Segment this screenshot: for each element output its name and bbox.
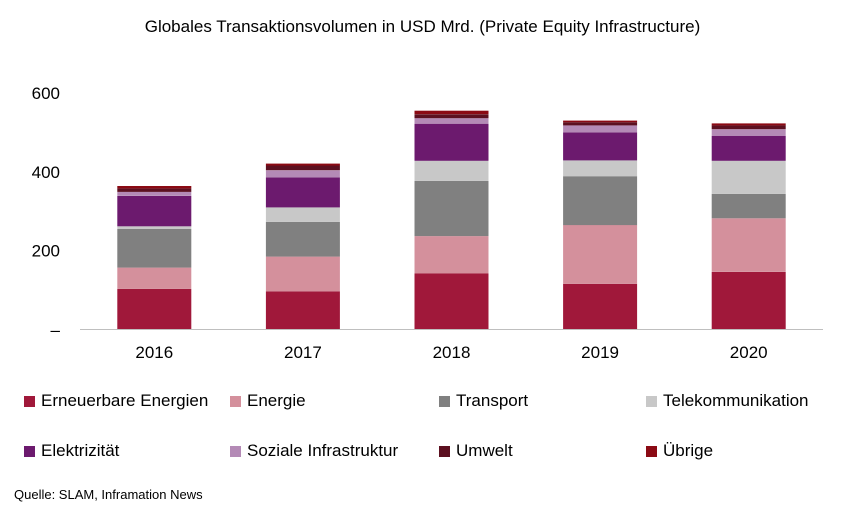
bar-segment-2020-1	[711, 218, 786, 272]
y-tick-label: –	[51, 321, 61, 340]
bar-segment-2016-0	[117, 288, 192, 330]
legend-swatch	[24, 395, 35, 407]
bar-segment-2018-6	[414, 114, 489, 119]
legend-swatch	[230, 395, 241, 407]
bar-segment-2016-2	[117, 229, 192, 268]
bar-segment-2018-3	[414, 160, 489, 181]
x-axis-ticks: 2016 2017 2018 2019 2020	[135, 343, 767, 362]
bar-segment-2017-3	[265, 207, 340, 222]
bar-segment-2018-7	[414, 110, 489, 115]
bar-segment-2017-4	[265, 177, 340, 208]
bar-segment-2020-5	[711, 129, 786, 136]
legend-label: Umwelt	[456, 441, 513, 460]
source-note: Quelle: SLAM, Inframation News	[14, 487, 203, 502]
x-tick-label: 2019	[581, 343, 619, 362]
bar-segment-2018-4	[414, 123, 489, 161]
x-tick-label: 2017	[284, 343, 322, 362]
legend-label: Elektrizität	[41, 441, 120, 460]
legend-item: Erneuerbare Energien	[24, 391, 208, 411]
stacked-bar-chart: – 200 400 600 2016 2017 2018 2019 2020	[32, 84, 823, 362]
bar-segment-2017-2	[265, 221, 340, 257]
legend-swatch	[230, 445, 241, 457]
bar-segment-2016-6	[117, 188, 192, 192]
bar-segment-2018-2	[414, 180, 489, 237]
legend-label: Energie	[247, 391, 306, 410]
legend-item: Transport	[439, 391, 528, 411]
bar-segment-2019-5	[563, 125, 638, 133]
chart-title: Globales Transaktionsvolumen in USD Mrd.…	[144, 17, 701, 36]
bar-segment-2016-4	[117, 195, 192, 227]
bar-segment-2020-3	[711, 160, 786, 194]
bar-segment-2020-4	[711, 136, 786, 161]
legend-swatch	[439, 395, 450, 407]
bar-segment-2017-5	[265, 170, 340, 178]
legend-label: Übrige	[663, 441, 714, 460]
legend-swatch	[646, 445, 657, 457]
bars-group	[117, 110, 786, 330]
legend-swatch	[439, 445, 450, 457]
y-axis-ticks: – 200 400 600	[32, 84, 61, 340]
bar-segment-2016-3	[117, 226, 192, 229]
legend-item: Telekommunikation	[646, 391, 809, 411]
bar-segment-2019-2	[563, 176, 638, 226]
bar-segment-2018-1	[414, 236, 489, 274]
x-tick-label: 2018	[433, 343, 471, 362]
bar-segment-2017-6	[265, 165, 340, 171]
y-tick-label: 200	[32, 242, 60, 261]
legend-item: Übrige	[646, 441, 713, 461]
legend-label: Transport	[456, 391, 529, 410]
bar-segment-2018-5	[414, 118, 489, 124]
legend-item: Energie	[230, 391, 306, 411]
legend-label: Soziale Infrastruktur	[247, 441, 399, 460]
bar-segment-2016-1	[117, 267, 192, 289]
legend-item: Soziale Infrastruktur	[230, 441, 398, 461]
bar-segment-2020-6	[711, 125, 786, 130]
bar-segment-2019-3	[563, 160, 638, 177]
legend-item: Umwelt	[439, 441, 513, 461]
y-tick-label: 600	[32, 84, 60, 103]
legend-label: Telekommunikation	[663, 391, 809, 410]
bar-segment-2018-0	[414, 273, 489, 330]
legend-item: Elektrizität	[24, 441, 119, 461]
x-tick-label: 2020	[730, 343, 768, 362]
bar-segment-2020-2	[711, 193, 786, 219]
bar-segment-2019-4	[563, 132, 638, 161]
bar-segment-2019-1	[563, 225, 638, 284]
legend-label: Erneuerbare Energien	[41, 391, 209, 410]
bar-segment-2019-6	[563, 122, 638, 126]
y-tick-label: 400	[32, 163, 60, 182]
legend-swatch	[646, 395, 657, 407]
bar-segment-2017-0	[265, 291, 340, 330]
bar-segment-2019-0	[563, 283, 638, 330]
bar-segment-2019-7	[563, 120, 638, 123]
bar-segment-2020-7	[711, 123, 786, 126]
bar-segment-2017-1	[265, 256, 340, 292]
bar-segment-2020-0	[711, 272, 786, 330]
bar-segment-2016-7	[117, 186, 192, 189]
bar-segment-2016-5	[117, 191, 192, 196]
legend-swatch	[24, 445, 35, 457]
x-tick-label: 2016	[135, 343, 173, 362]
bar-segment-2017-7	[265, 163, 340, 166]
